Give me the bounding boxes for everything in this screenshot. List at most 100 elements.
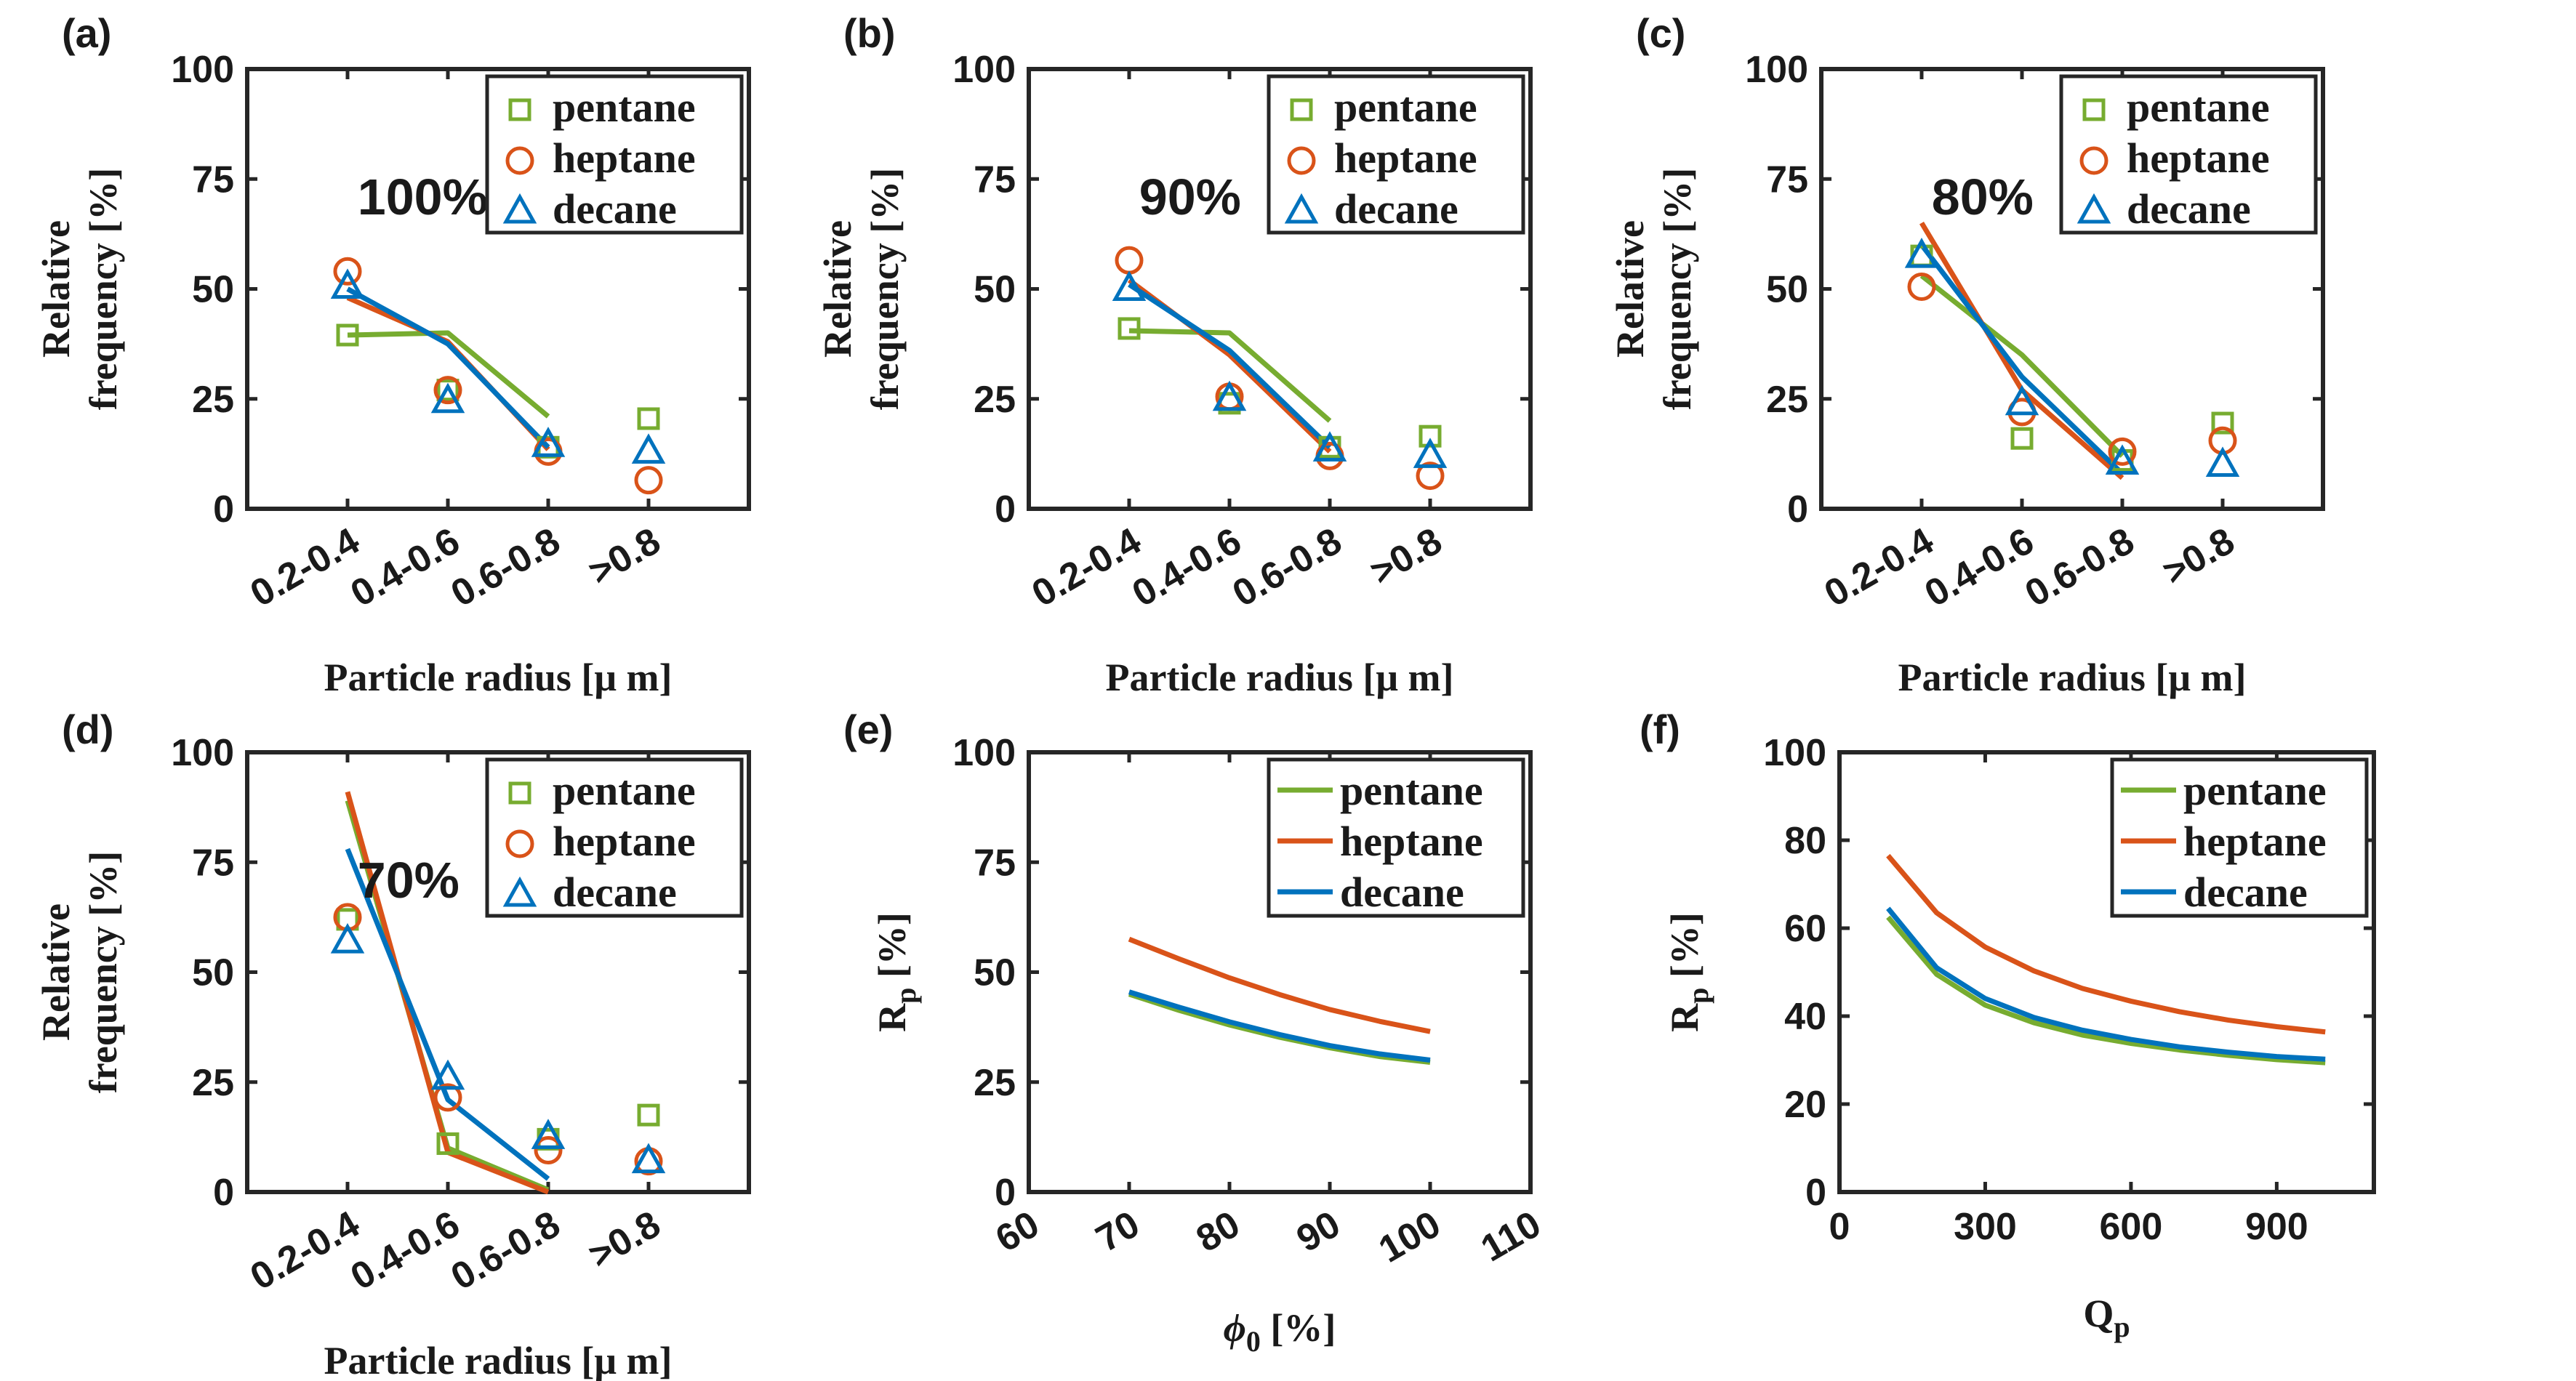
legend-heptane-marker bbox=[1287, 146, 1316, 175]
legend-decane-marker bbox=[502, 193, 537, 224]
y-axis-label-unit: [%] bbox=[1663, 912, 1706, 987]
x-tick-label: >0.8 bbox=[1363, 520, 1449, 594]
x-tick-label: 0.6-0.8 bbox=[1226, 520, 1349, 615]
x-tick-label: 90 bbox=[1290, 1203, 1347, 1260]
y-tick-label: 25 bbox=[192, 379, 234, 421]
legend-pentane-label: pentane bbox=[1340, 767, 1483, 814]
x-axis-label: Particle radius [μ m] bbox=[324, 656, 673, 699]
legend-decane-marker bbox=[1284, 193, 1319, 224]
decane-point bbox=[2205, 446, 2240, 477]
x-axis-label: Qp bbox=[2083, 1292, 2130, 1343]
pentane-point bbox=[436, 1132, 460, 1155]
x-tick-label: >0.8 bbox=[582, 1203, 667, 1277]
legend-pentane-label: pentane bbox=[2183, 767, 2327, 814]
decane-curve bbox=[1128, 989, 1431, 1063]
panel-d: (d) 0 25 50 75 100 0.2-0.40.4-0.60.6-0.8 >0.8 70… bbox=[34, 706, 751, 1381]
legend-pentane-marker bbox=[508, 98, 531, 121]
x-tick-label: 0.6-0.8 bbox=[444, 520, 567, 615]
heptane-point bbox=[433, 376, 462, 405]
decane-point bbox=[330, 268, 365, 299]
y-tick-label: 60 bbox=[1784, 908, 1826, 950]
y-tick-label: 0 bbox=[1805, 1172, 1826, 1214]
y-tick-label: 100 bbox=[952, 49, 1016, 91]
concentration-annotation: 100% bbox=[358, 169, 488, 225]
concentration-annotation: 90% bbox=[1139, 169, 1241, 225]
x-tick-label: 110 bbox=[1474, 1203, 1548, 1270]
heptane-point bbox=[2108, 437, 2137, 466]
y-tick-label: 0 bbox=[995, 488, 1016, 531]
x-axis-label: Particle radius [μ m] bbox=[1898, 656, 2247, 699]
x-axis-label: ϕ0 [%] bbox=[1224, 1306, 1336, 1358]
x-tick-label: 0.2-0.4 bbox=[244, 520, 366, 615]
y-axis-label-line1: Relative bbox=[1608, 220, 1652, 358]
legend-heptane-label: heptane bbox=[2183, 818, 2327, 865]
y-tick-label: 75 bbox=[974, 842, 1016, 884]
pentane-fit-line bbox=[347, 330, 550, 419]
decane-fit-line bbox=[1128, 282, 1332, 449]
y-axis-label-line1: Relative bbox=[816, 220, 859, 358]
y-tick-label: 75 bbox=[192, 158, 234, 201]
x-axis-label: Particle radius [μ m] bbox=[1106, 656, 1454, 699]
y-tick-label: 25 bbox=[974, 379, 1016, 421]
decane-fit-line bbox=[1919, 243, 2124, 476]
heptane-point bbox=[634, 466, 663, 495]
legend-decane-label: decane bbox=[553, 185, 677, 233]
decane-point bbox=[631, 433, 666, 464]
decane-curve bbox=[1886, 906, 2326, 1062]
legend-decane-label: decane bbox=[2127, 185, 2251, 233]
y-tick-label: 100 bbox=[171, 49, 234, 91]
pentane-point bbox=[1118, 317, 1141, 340]
x-axis-label-main: ϕ bbox=[1224, 1306, 1246, 1350]
x-tick-label: 0.2-0.4 bbox=[1025, 520, 1148, 615]
x-axis-label-unit: [%] bbox=[1261, 1306, 1336, 1350]
y-tick-label: 25 bbox=[1766, 379, 1808, 421]
legend-decane-label: decane bbox=[553, 869, 677, 916]
legend-pentane-label: pentane bbox=[553, 767, 696, 814]
x-tick-label: 0.6-0.8 bbox=[444, 1203, 567, 1298]
panel-label: (e) bbox=[843, 706, 893, 752]
x-tick-label: 70 bbox=[1089, 1203, 1147, 1260]
y-tick-label: 75 bbox=[1766, 158, 1808, 201]
legend-pentane-label: pentane bbox=[1334, 84, 1477, 131]
decane-fit-line bbox=[346, 286, 550, 449]
pentane-point bbox=[1419, 424, 1442, 448]
y-tick-label: 0 bbox=[213, 1172, 234, 1214]
y-tick-label: 40 bbox=[1784, 996, 1826, 1038]
legend-heptane-label: heptane bbox=[2127, 134, 2270, 182]
panel-label: (c) bbox=[1636, 10, 1685, 56]
y-axis-label-main: R bbox=[870, 1003, 914, 1032]
y-tick-label: 0 bbox=[995, 1172, 1016, 1214]
concentration-annotation: 70% bbox=[358, 852, 460, 909]
concentration-annotation: 80% bbox=[1932, 169, 2034, 225]
panel-label: (a) bbox=[62, 10, 111, 56]
y-axis-label-line2: frequency [%] bbox=[81, 851, 125, 1093]
heptane-point bbox=[433, 1083, 462, 1112]
legend-heptane-marker bbox=[505, 829, 534, 858]
x-tick-label: 0.4-0.6 bbox=[344, 520, 467, 615]
x-tick-label: 0.2-0.4 bbox=[244, 1203, 366, 1298]
legend-heptane-label: heptane bbox=[553, 818, 696, 865]
heptane-point bbox=[1115, 246, 1144, 275]
y-tick-label: 50 bbox=[974, 269, 1016, 311]
heptane-point bbox=[1416, 462, 1445, 491]
heptane-fit-line bbox=[1919, 221, 2124, 480]
panel-c: (c) 0 25 50 75 100 0.2-0.40.4-0.60.6-0.8 >0.8 80… bbox=[1608, 10, 2325, 699]
y-axis-label-line2: frequency [%] bbox=[1656, 168, 1699, 410]
pentane-point bbox=[336, 323, 359, 347]
legend-pentane-label: pentane bbox=[2127, 84, 2270, 131]
x-tick-label: 0.6-0.8 bbox=[2018, 520, 2141, 615]
x-tick-label: 80 bbox=[1189, 1203, 1247, 1260]
legend-pentane-marker bbox=[2082, 98, 2106, 121]
axes-box bbox=[1837, 750, 2376, 1194]
y-tick-label: 75 bbox=[192, 842, 234, 884]
legend-decane-label: decane bbox=[1334, 185, 1458, 233]
y-axis-label-line1: Relative bbox=[34, 903, 78, 1041]
y-tick-label: 50 bbox=[192, 952, 234, 994]
x-tick-label: 0.4-0.6 bbox=[344, 1203, 467, 1298]
panel-label: (b) bbox=[843, 10, 896, 56]
legend-heptane-marker bbox=[505, 146, 534, 175]
x-tick-label: 0.4-0.6 bbox=[1918, 520, 2041, 615]
